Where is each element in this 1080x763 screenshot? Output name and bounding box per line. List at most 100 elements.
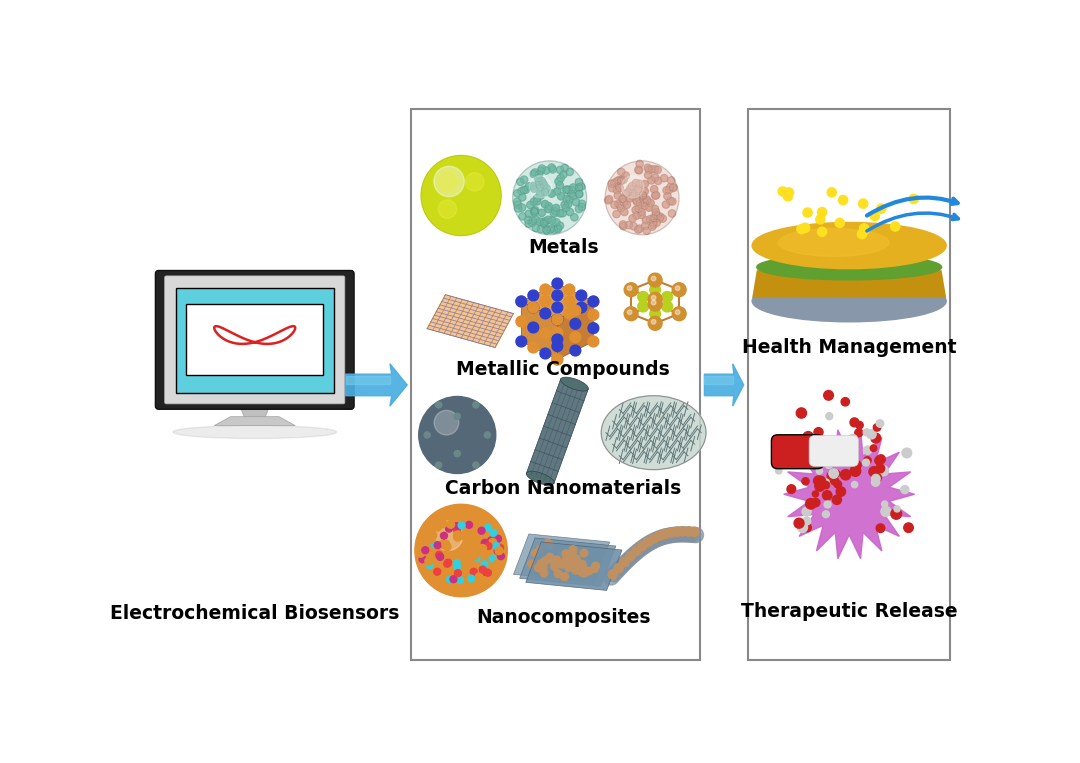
Circle shape [492,557,501,565]
Circle shape [663,187,671,194]
Circle shape [619,195,626,202]
Circle shape [869,467,879,477]
Circle shape [650,296,661,307]
Circle shape [826,413,833,420]
Circle shape [545,203,553,210]
Circle shape [569,548,577,555]
Circle shape [438,540,446,549]
Circle shape [654,166,661,173]
Circle shape [654,531,664,540]
Circle shape [532,224,540,232]
Circle shape [864,457,872,464]
Circle shape [481,568,487,575]
Circle shape [644,164,651,172]
Text: Electrochemical Biosensors: Electrochemical Biosensors [110,604,400,623]
Circle shape [665,186,673,194]
Circle shape [812,491,819,497]
Circle shape [541,188,549,196]
Circle shape [516,336,527,347]
Circle shape [553,219,561,226]
Circle shape [566,552,573,560]
Circle shape [568,559,576,568]
Circle shape [901,485,909,494]
Circle shape [557,192,565,200]
Circle shape [623,201,631,208]
Circle shape [522,186,529,193]
Circle shape [806,498,816,509]
Circle shape [543,226,550,233]
Circle shape [675,310,680,314]
Circle shape [415,504,508,597]
Circle shape [578,203,585,211]
Polygon shape [519,538,616,587]
Text: Metals: Metals [528,238,598,257]
Text: Nanocomposites: Nanocomposites [476,608,650,627]
Circle shape [561,573,568,581]
Circle shape [874,474,881,481]
Polygon shape [522,283,593,320]
Circle shape [427,562,433,568]
Circle shape [612,211,620,217]
Circle shape [484,432,490,438]
Circle shape [592,562,599,570]
Circle shape [604,570,619,585]
FancyBboxPatch shape [809,436,859,466]
Circle shape [625,552,635,561]
Circle shape [544,539,552,547]
Circle shape [552,556,559,564]
Circle shape [650,308,661,319]
Circle shape [544,216,552,224]
Circle shape [688,527,703,542]
Circle shape [622,175,644,198]
Circle shape [829,470,836,476]
Circle shape [529,217,537,224]
Circle shape [618,204,624,211]
Circle shape [623,190,630,198]
Circle shape [626,195,634,202]
Circle shape [434,568,441,575]
Circle shape [632,546,640,555]
Circle shape [870,445,877,452]
Circle shape [556,210,564,217]
Circle shape [632,179,639,187]
Circle shape [635,166,643,173]
Circle shape [460,517,468,524]
Circle shape [446,525,453,532]
Circle shape [561,573,568,581]
Circle shape [815,214,825,224]
Circle shape [657,530,672,544]
Circle shape [618,168,625,175]
Circle shape [531,207,539,214]
Circle shape [814,427,823,436]
Circle shape [563,195,570,203]
Circle shape [482,561,489,568]
Circle shape [645,166,652,173]
Circle shape [539,179,546,187]
Circle shape [775,468,782,474]
Circle shape [488,538,496,546]
Circle shape [835,218,845,227]
Circle shape [494,560,501,568]
Circle shape [528,302,539,313]
Circle shape [639,192,647,199]
Circle shape [453,574,460,581]
Circle shape [909,195,918,204]
Circle shape [863,446,872,454]
Circle shape [615,182,622,190]
Circle shape [521,186,528,194]
Circle shape [557,175,565,182]
Circle shape [528,342,539,353]
Circle shape [666,183,674,191]
Circle shape [665,527,680,542]
Circle shape [633,197,640,204]
Circle shape [813,476,823,485]
Circle shape [454,533,461,541]
Circle shape [496,547,503,555]
Circle shape [801,453,810,461]
Circle shape [863,429,870,436]
Circle shape [629,214,636,222]
Circle shape [561,562,568,569]
Circle shape [640,202,648,210]
Circle shape [417,549,424,557]
Circle shape [615,192,621,199]
